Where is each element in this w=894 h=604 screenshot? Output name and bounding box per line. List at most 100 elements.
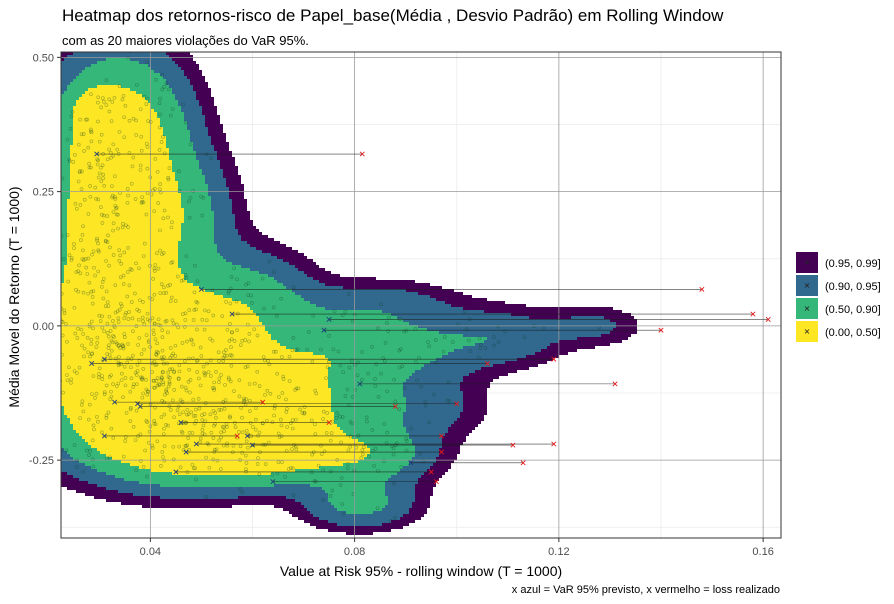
density-cell	[403, 466, 430, 469]
scatter-point	[170, 318, 175, 323]
scatter-point	[171, 321, 176, 326]
density-cell	[61, 91, 64, 94]
scatter-point	[237, 394, 242, 399]
scatter-point	[146, 119, 150, 123]
scatter-point	[336, 349, 341, 354]
scatter-point	[121, 93, 126, 98]
scatter-point	[240, 490, 245, 495]
scatter-point	[321, 498, 326, 503]
scatter-point	[67, 159, 72, 164]
scatter-point	[302, 410, 307, 415]
scatter-point	[201, 195, 206, 200]
density-cell	[406, 406, 463, 409]
scatter-point	[157, 383, 162, 388]
scatter-point	[217, 376, 222, 381]
scatter-point	[445, 398, 450, 403]
density-cell	[274, 277, 313, 280]
scatter-point	[375, 506, 380, 511]
density-cell	[253, 310, 382, 313]
density-cell	[61, 244, 67, 247]
scatter-point	[152, 266, 157, 271]
scatter-point	[450, 340, 455, 344]
scatter-point	[325, 365, 330, 370]
density-cell	[70, 151, 169, 154]
density-cell	[310, 484, 385, 487]
density-cell	[229, 187, 244, 190]
scatter-point	[145, 96, 150, 101]
scatter-point	[152, 332, 156, 337]
density-cell	[61, 397, 331, 400]
scatter-point	[50, 313, 53, 316]
scatter-point	[53, 362, 56, 365]
scatter-point	[131, 385, 136, 389]
density-cell	[274, 484, 310, 487]
scatter-point	[409, 426, 413, 431]
density-cell	[70, 157, 169, 160]
scatter-point	[139, 148, 144, 153]
density-cell	[283, 283, 325, 286]
scatter-point	[141, 319, 145, 324]
scatter-point	[95, 236, 99, 241]
scatter-point	[426, 340, 430, 344]
scatter-point	[72, 305, 77, 310]
density-cell	[403, 421, 454, 424]
scatter-point	[151, 328, 156, 333]
scatter-point	[116, 212, 120, 217]
density-cell	[286, 346, 463, 349]
scatter-point	[46, 240, 49, 243]
scatter-point	[107, 353, 112, 357]
scatter-point	[89, 92, 93, 97]
density-cell	[307, 508, 337, 511]
density-cell	[370, 448, 415, 451]
chart-caption: x azul = VaR 95% previsto, x vermelho = …	[511, 584, 780, 596]
scatter-point	[348, 434, 353, 439]
scatter-point	[131, 155, 136, 160]
scatter-point	[157, 125, 162, 130]
scatter-point	[141, 465, 146, 469]
density-cell	[181, 193, 208, 196]
scatter-point	[83, 257, 88, 261]
scatter-point	[200, 418, 205, 422]
scatter-point	[257, 384, 262, 389]
density-cell	[61, 109, 73, 112]
density-cell	[73, 457, 112, 460]
scatter-point	[193, 466, 197, 471]
scatter-point	[96, 375, 101, 380]
density-cell	[211, 136, 226, 139]
scatter-point	[128, 419, 133, 423]
scatter-point	[91, 423, 96, 428]
scatter-point	[211, 436, 216, 440]
scatter-point	[145, 60, 150, 65]
density-cell	[154, 70, 184, 73]
scatter-point	[191, 397, 196, 402]
density-cell	[427, 328, 613, 331]
density-heatmap	[61, 52, 637, 535]
density-cell	[61, 433, 79, 436]
scatter-point	[243, 402, 248, 407]
scatter-point	[134, 373, 139, 377]
scatter-point	[173, 299, 178, 303]
scatter-point	[404, 436, 408, 441]
density-cell	[88, 442, 364, 445]
y-tick-label: 0.50	[33, 52, 54, 64]
density-cell	[85, 67, 151, 70]
density-cell	[211, 196, 229, 199]
scatter-point	[189, 338, 194, 343]
scatter-point	[102, 390, 107, 395]
density-cell	[70, 193, 181, 196]
scatter-point	[156, 201, 161, 205]
scatter-point	[95, 335, 100, 340]
density-cell	[61, 280, 64, 283]
scatter-point	[270, 420, 275, 425]
density-cell	[439, 331, 610, 334]
scatter-point	[111, 382, 115, 386]
density-cell	[208, 184, 226, 187]
scatter-point	[58, 343, 61, 346]
scatter-point	[114, 205, 119, 210]
scatter-point	[161, 251, 166, 255]
scatter-point	[162, 208, 167, 213]
scatter-point	[227, 377, 231, 382]
scatter-point	[111, 228, 115, 233]
scatter-point	[244, 428, 249, 433]
scatter-point	[224, 348, 228, 352]
